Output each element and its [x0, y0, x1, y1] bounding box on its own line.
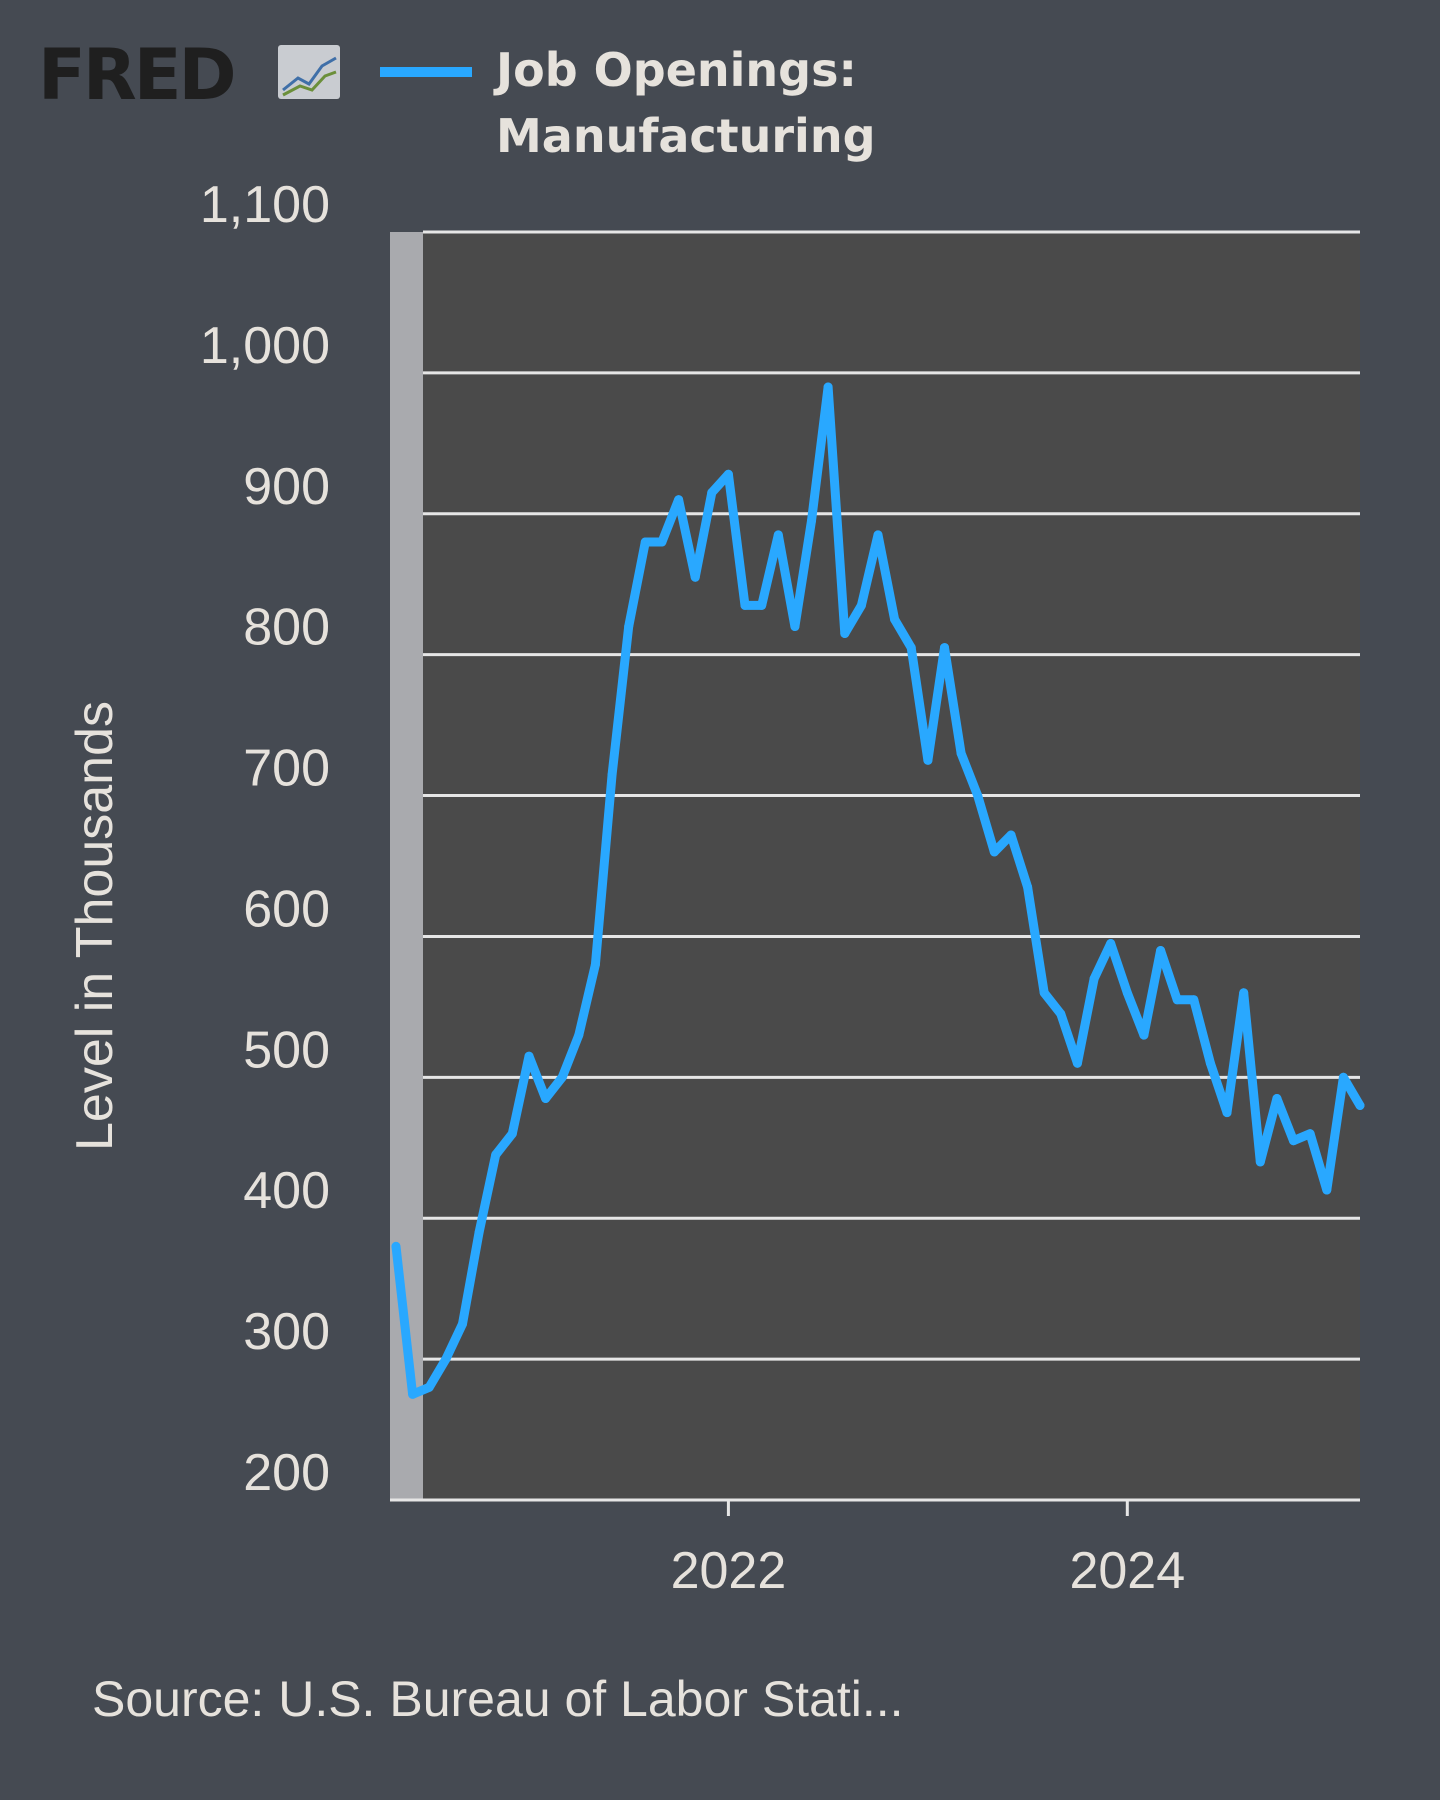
- series-layer: [391, 382, 1365, 1399]
- data-point: [507, 1129, 517, 1139]
- data-point: [989, 847, 999, 857]
- data-point: [873, 530, 883, 540]
- data-point: [657, 537, 667, 547]
- data-point: [424, 1382, 434, 1392]
- data-point: [1106, 939, 1116, 948]
- y-axis-label: Level in Thousands: [66, 701, 124, 1151]
- plot-background: [390, 232, 1360, 1500]
- data-point: [690, 572, 700, 582]
- data-point: [890, 614, 900, 624]
- x-tick-label: 2024: [1069, 1542, 1185, 1600]
- line-chart-icon: [278, 45, 340, 99]
- data-point: [1139, 1030, 1149, 1040]
- source-link[interactable]: Source: U.S. Bureau of Labor Stati...: [92, 1671, 904, 1727]
- data-point: [1023, 882, 1033, 892]
- y-tick-label: 800: [243, 599, 330, 657]
- gridlines: [390, 230, 1360, 1502]
- data-point: [474, 1227, 484, 1237]
- data-point: [674, 495, 684, 505]
- data-point: [574, 1030, 584, 1040]
- data-point: [807, 516, 816, 526]
- data-point: [906, 643, 916, 653]
- data-point: [1205, 1058, 1215, 1068]
- data-point: [923, 755, 933, 765]
- data-point: [491, 1150, 501, 1160]
- data-point: [956, 748, 966, 758]
- data-point: [1355, 1101, 1365, 1110]
- data-point: [1072, 1058, 1082, 1068]
- legend-label-line2: Manufacturing: [496, 109, 876, 163]
- data-point: [607, 769, 617, 779]
- data-point: [1189, 995, 1199, 1005]
- data-point: [856, 600, 866, 610]
- data-point: [1289, 1136, 1298, 1146]
- data-point: [557, 1072, 567, 1082]
- legend: Job Openings: Manufacturing: [380, 43, 876, 163]
- data-point: [1222, 1108, 1232, 1118]
- y-tick-label: 600: [243, 880, 330, 938]
- y-tick-label: 500: [243, 1021, 330, 1079]
- data-point: [1006, 830, 1016, 840]
- data-point: [940, 643, 949, 653]
- data-point: [840, 629, 850, 638]
- data-point: [1322, 1185, 1332, 1195]
- data-point: [1156, 946, 1166, 955]
- data-point: [1089, 974, 1099, 984]
- data-point: [1272, 1094, 1282, 1103]
- data-point: [1255, 1157, 1265, 1167]
- data-point: [458, 1319, 467, 1329]
- data-point: [441, 1354, 451, 1364]
- x-tick-label: 2022: [671, 1542, 787, 1600]
- data-point: [723, 469, 733, 479]
- data-point: [790, 622, 800, 631]
- fred-logo-text: FRED: [38, 34, 234, 116]
- data-point: [1056, 1009, 1066, 1019]
- data-point: [1039, 988, 1049, 998]
- data-point: [1122, 988, 1132, 998]
- data-point: [757, 600, 767, 610]
- data-point: [773, 530, 783, 540]
- data-point: [541, 1094, 551, 1103]
- plot-left-band: [390, 232, 423, 1500]
- data-point: [707, 488, 717, 498]
- data-point: [1338, 1072, 1348, 1082]
- data-point: [1305, 1129, 1315, 1139]
- legend-label-line1: Job Openings:: [493, 43, 857, 97]
- data-point: [391, 1241, 401, 1251]
- data-point: [740, 600, 750, 610]
- y-tick-label: 200: [243, 1444, 330, 1502]
- fred-logo[interactable]: FRED: [38, 34, 340, 116]
- data-point: [973, 791, 983, 801]
- data-point: [1239, 988, 1249, 998]
- y-tick-label: 400: [243, 1162, 330, 1220]
- y-tick-label: 700: [243, 740, 330, 798]
- data-point: [823, 382, 833, 392]
- y-tick-label: 900: [243, 458, 330, 516]
- y-tick-label: 1,000: [200, 317, 330, 375]
- data-point: [408, 1389, 418, 1399]
- y-tick-label: 1,100: [200, 176, 330, 234]
- y-tick-label: 300: [243, 1303, 330, 1361]
- x-axis-ticks: 2022 2024: [671, 1500, 1185, 1600]
- data-point: [1172, 995, 1182, 1005]
- data-point: [590, 960, 600, 970]
- data-point: [624, 622, 634, 631]
- y-axis-ticks: 200 300 400 500 600 700 800 900 1,000 1,100: [200, 176, 330, 1502]
- data-point: [640, 537, 650, 547]
- data-point: [524, 1051, 534, 1061]
